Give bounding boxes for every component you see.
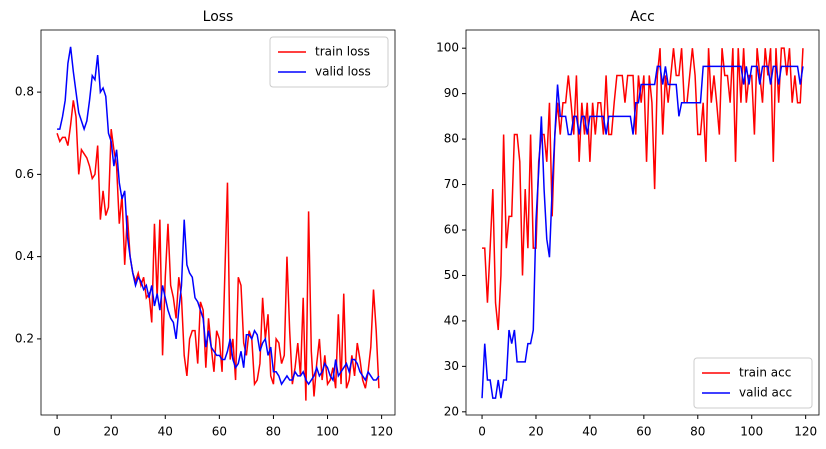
- x-tick-label: 80: [690, 425, 705, 439]
- y-tick-label: 0.4: [15, 249, 34, 263]
- axes-frame: [40, 29, 396, 416]
- chart-title: Loss: [203, 9, 234, 25]
- legend-box: [269, 36, 389, 88]
- x-tick-label: 0: [53, 425, 61, 439]
- y-tick-label: 0.6: [15, 167, 34, 181]
- y-tick-label: 20: [444, 404, 459, 418]
- axes-frame: [465, 29, 820, 416]
- x-tick-label: 20: [104, 425, 119, 439]
- series-line: [57, 46, 380, 386]
- plot-area: [481, 47, 804, 399]
- y-tick-label: 0.2: [15, 331, 34, 345]
- x-tick-label: 0: [478, 425, 486, 439]
- x-tick-label: 80: [266, 425, 281, 439]
- legend-label: train acc: [739, 366, 791, 380]
- legend-label: train loss: [315, 45, 370, 59]
- chart-title: Acc: [630, 9, 655, 25]
- x-tick-label: 60: [636, 425, 651, 439]
- y-tick-label: 70: [444, 177, 459, 191]
- x-tick-label: 120: [370, 425, 393, 439]
- x-tick-label: 40: [158, 425, 173, 439]
- x-tick-label: 60: [212, 425, 227, 439]
- series-line: [481, 65, 804, 399]
- y-tick-label: 80: [444, 132, 459, 146]
- legend-box: [693, 357, 813, 409]
- y-tick-label: 100: [436, 41, 459, 55]
- x-tick-label: 120: [794, 425, 817, 439]
- x-tick-label: 40: [582, 425, 597, 439]
- y-tick-label: 30: [444, 359, 459, 373]
- y-tick-label: 40: [444, 313, 459, 327]
- x-tick-label: 100: [740, 425, 763, 439]
- x-tick-label: 20: [528, 425, 543, 439]
- y-tick-label: 90: [444, 86, 459, 100]
- legend-label: valid loss: [315, 65, 371, 79]
- series-line: [482, 47, 804, 331]
- y-tick-label: 50: [444, 268, 459, 282]
- x-tick-label: 100: [316, 425, 339, 439]
- legend-label: valid acc: [739, 386, 792, 400]
- y-tick-label: 60: [444, 223, 459, 237]
- y-tick-label: 0.8: [15, 85, 34, 99]
- plot-area: [56, 46, 380, 401]
